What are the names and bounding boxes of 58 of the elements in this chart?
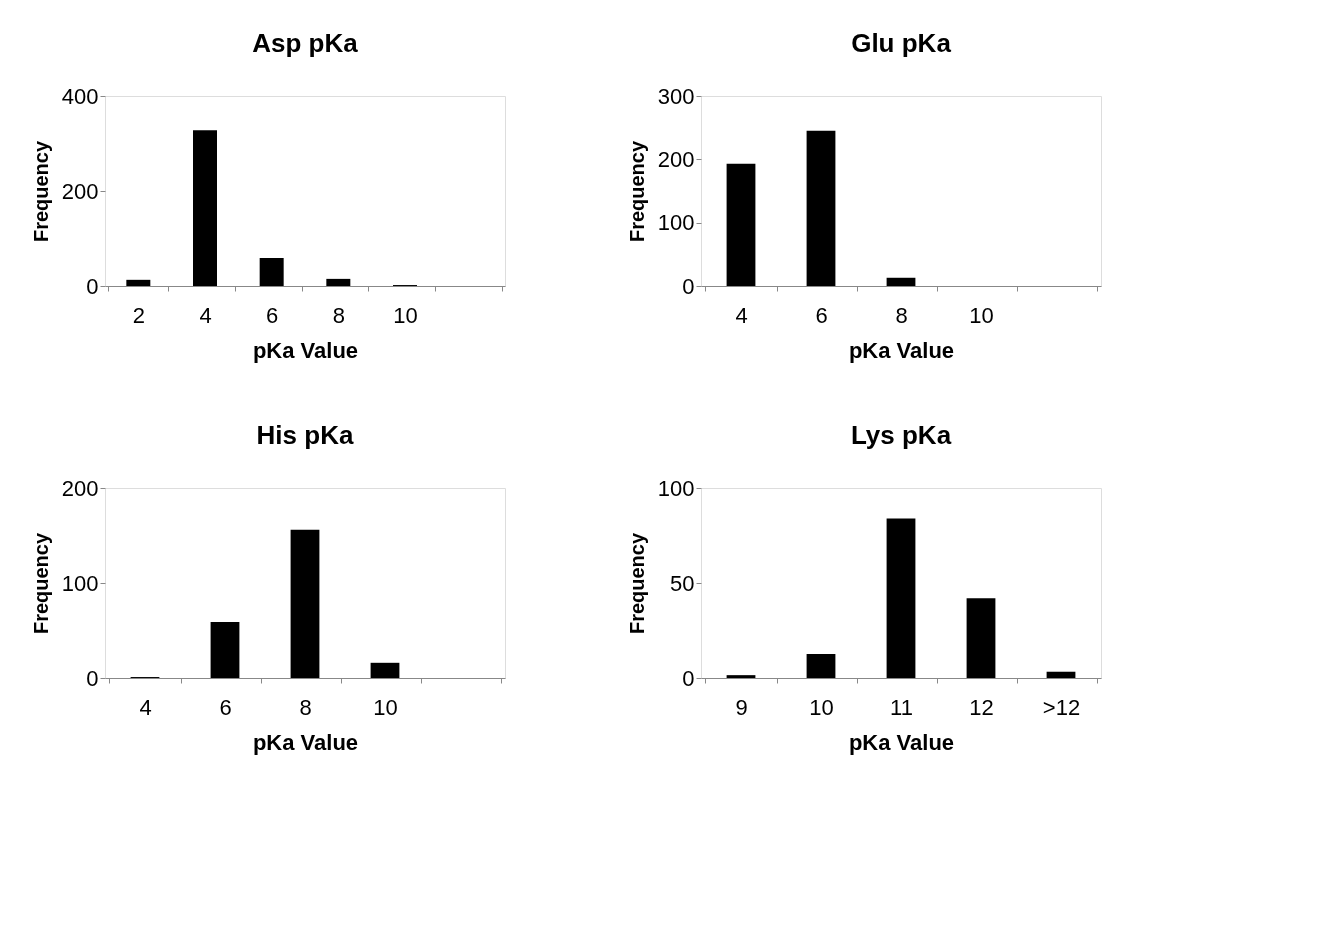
- bar: [726, 675, 756, 678]
- bar: [259, 257, 284, 286]
- x-axis-title: pKa Value: [252, 729, 359, 755]
- y-tick-label: 0: [86, 665, 99, 691]
- x-tick-label: 4: [139, 694, 152, 720]
- bar: [886, 277, 916, 286]
- y-tick-label: 300: [657, 83, 695, 109]
- bar: [966, 598, 996, 678]
- y-tick-label: 200: [657, 146, 695, 172]
- y-axis-title: Frequency: [625, 532, 648, 635]
- y-axis-title: Frequency: [625, 140, 648, 243]
- y-tick-label: 0: [682, 665, 695, 691]
- x-axis-title: pKa Value: [848, 337, 955, 363]
- bar: [726, 163, 756, 286]
- x-axis-title: pKa Value: [252, 337, 359, 363]
- y-tick-label: 200: [61, 475, 99, 501]
- x-tick-label: 12: [969, 694, 994, 720]
- y-axis-title: Frequency: [29, 532, 52, 635]
- y-tick-label: 50: [670, 570, 695, 596]
- bar: [1046, 671, 1076, 678]
- x-axis-title: pKa Value: [848, 729, 955, 755]
- x-tick-label: 10: [969, 302, 994, 328]
- bar: [886, 518, 916, 678]
- x-tick-label: 4: [735, 302, 748, 328]
- chart-title: His pKa: [256, 420, 354, 450]
- bar: [193, 130, 217, 286]
- y-axis-title: Frequency: [29, 140, 52, 243]
- chart-title: Asp pKa: [252, 28, 359, 58]
- x-tick-label: 10: [809, 694, 834, 720]
- x-tick-label: >12: [1042, 694, 1081, 720]
- x-tick-label: 11: [890, 694, 913, 720]
- x-tick-label: 10: [373, 694, 398, 720]
- x-tick-label: 8: [299, 694, 312, 720]
- y-tick-label: 0: [86, 273, 99, 299]
- bar: [326, 278, 351, 286]
- bar: [290, 529, 320, 678]
- y-tick-label: 200: [61, 178, 99, 204]
- x-tick-label: 2: [132, 302, 145, 328]
- y-tick-label: 100: [657, 475, 695, 501]
- x-tick-label: 6: [266, 302, 279, 328]
- x-tick-label: 9: [735, 694, 748, 720]
- bar: [806, 654, 836, 678]
- x-tick-label: 10: [393, 302, 418, 328]
- bar: [210, 621, 240, 678]
- y-tick-label: 0: [682, 273, 695, 299]
- chart-title: Lys pKa: [850, 420, 952, 450]
- bar: [806, 130, 836, 286]
- x-tick-label: 6: [219, 694, 232, 720]
- chart-title: Glu pKa: [851, 28, 952, 58]
- bar: [126, 279, 151, 286]
- x-tick-label: 8: [895, 302, 908, 328]
- y-tick-label: 100: [61, 570, 99, 596]
- y-tick-label: 400: [61, 83, 99, 109]
- y-tick-label: 100: [657, 210, 695, 236]
- x-tick-label: 4: [199, 302, 212, 328]
- x-tick-label: 8: [332, 302, 345, 328]
- x-tick-label: 6: [815, 302, 828, 328]
- bar: [370, 662, 400, 678]
